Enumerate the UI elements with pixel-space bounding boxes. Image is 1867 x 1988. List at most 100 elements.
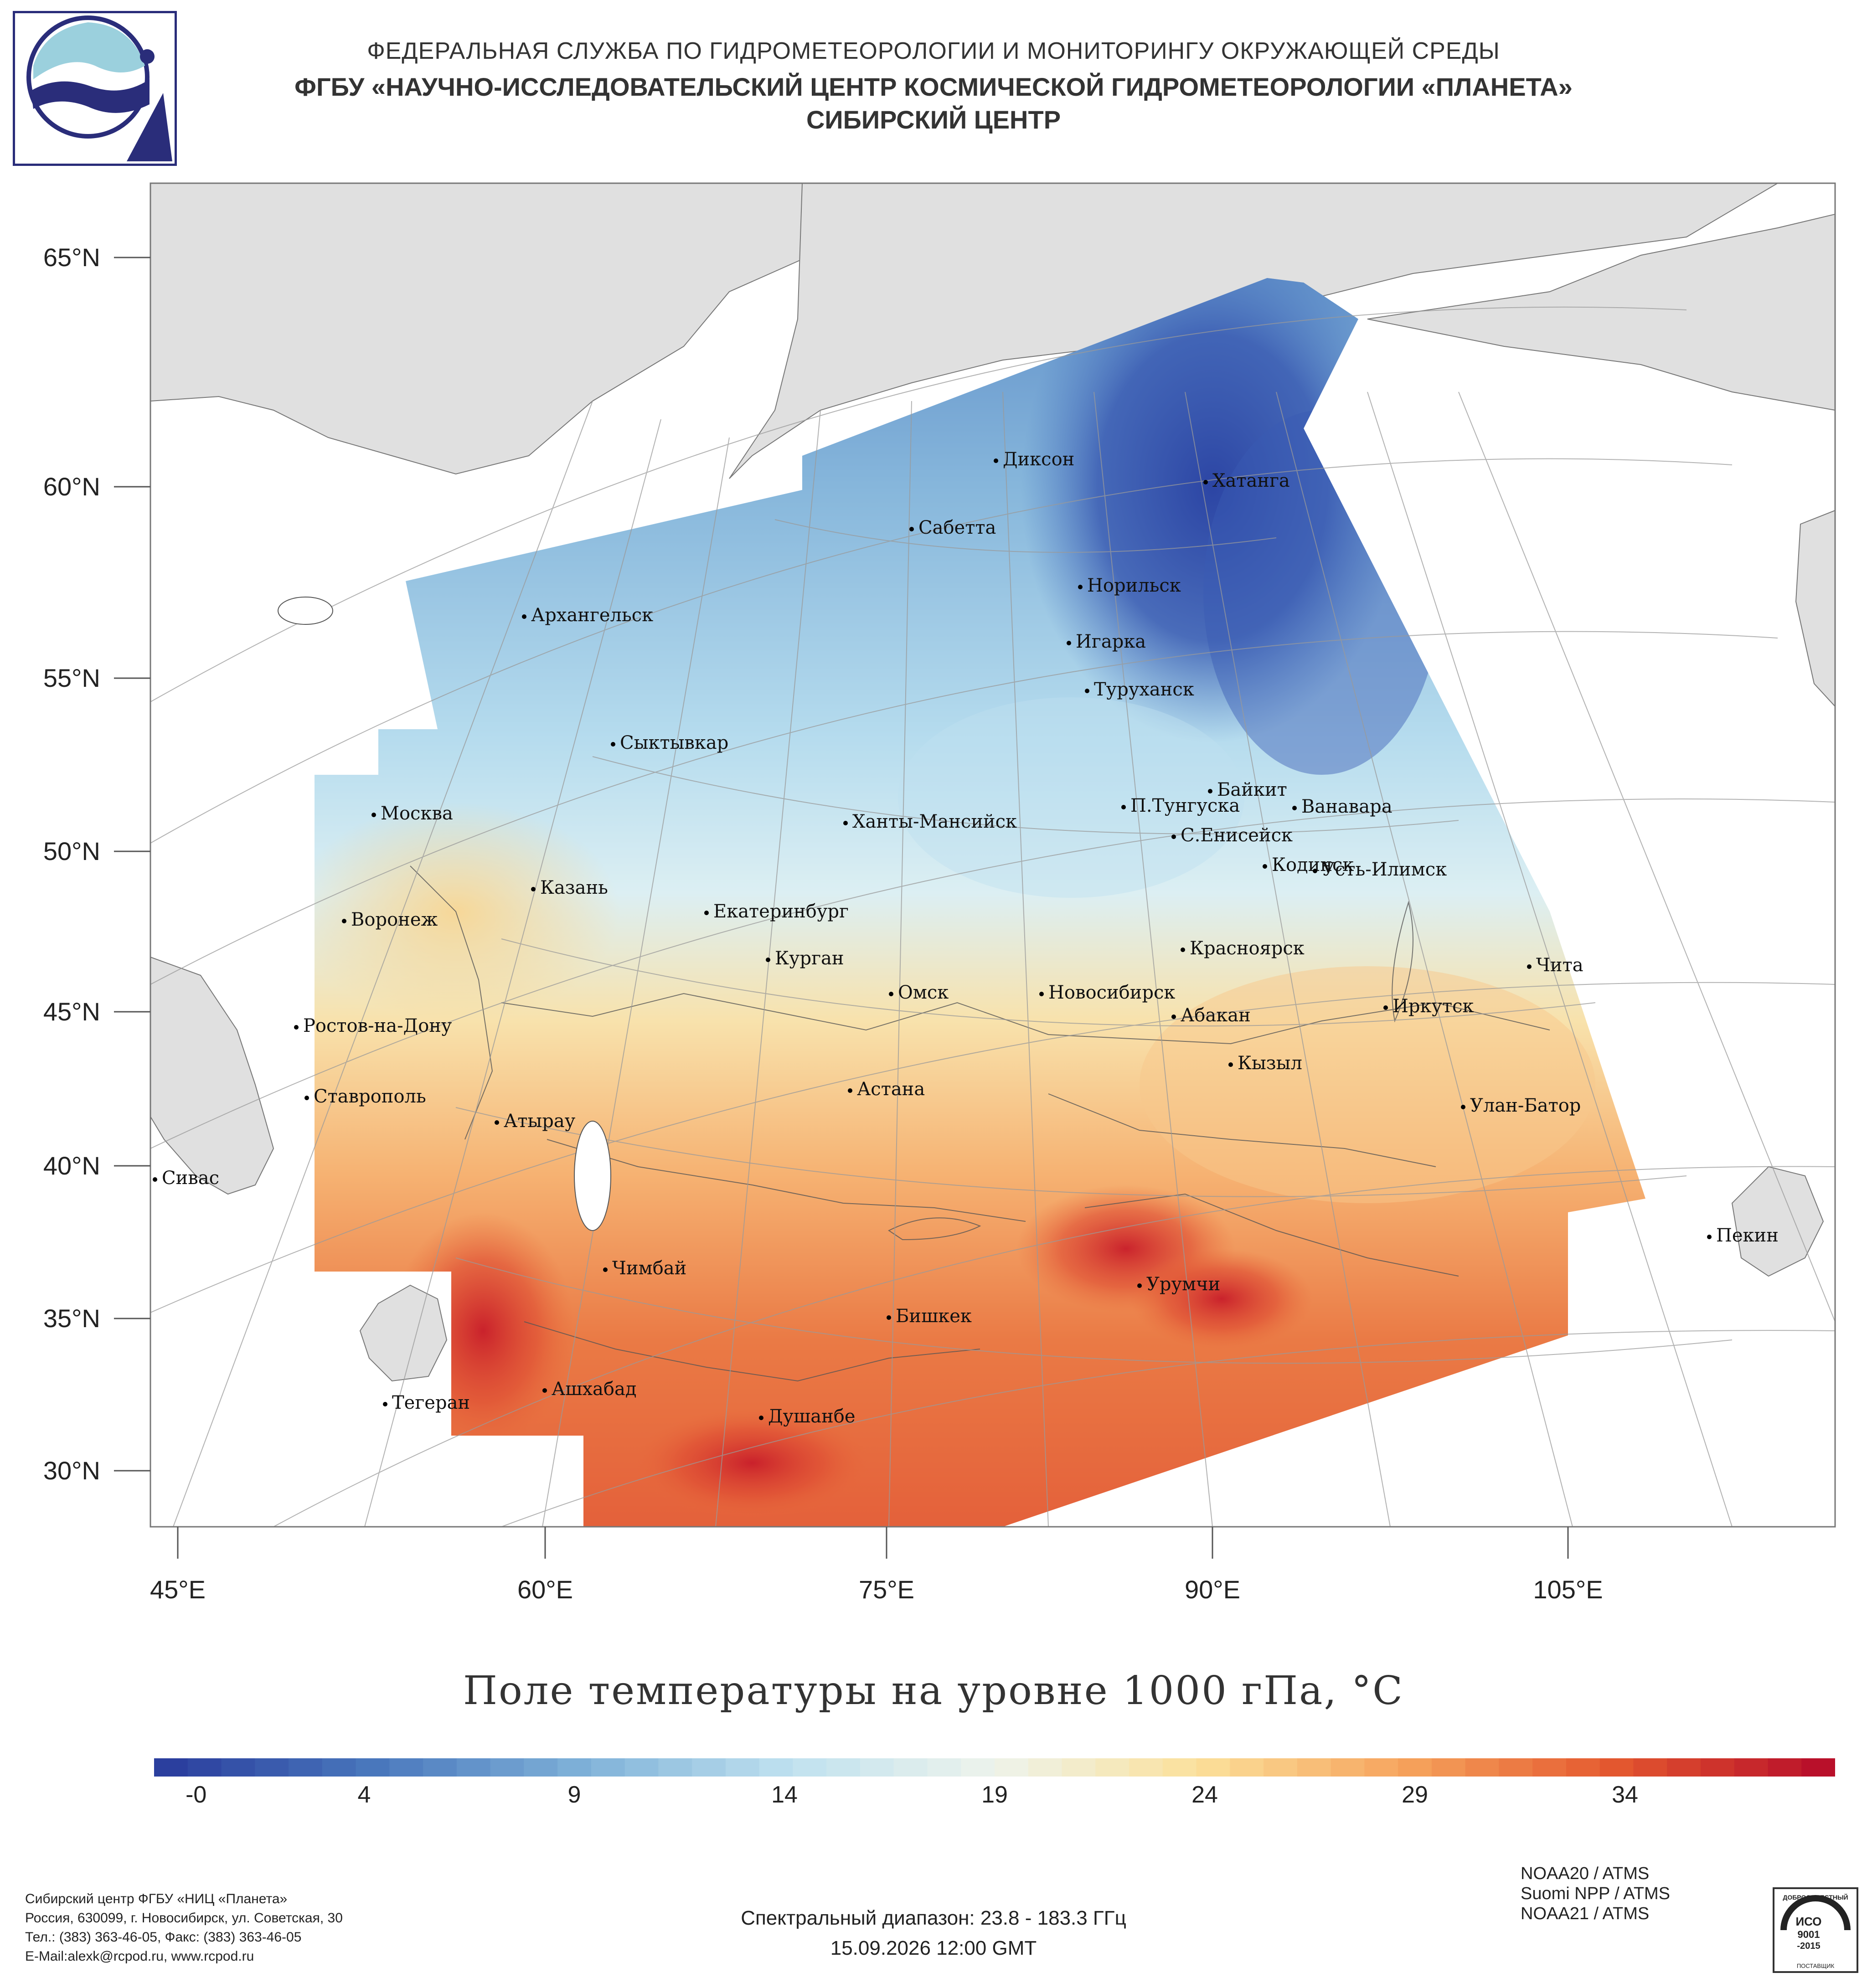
spectral-range: Спектральный диапазон: 23.8 - 183.3 ГГц <box>741 1907 1126 1929</box>
colorbar-swatch <box>1633 1758 1667 1777</box>
colorbar-swatch <box>221 1758 256 1777</box>
iso-badge-mid: ИСО <box>1795 1915 1821 1928</box>
city-label: Хатанга <box>1203 470 1290 491</box>
iso-badge-bottom: ПОСТАВЩИК <box>1797 1962 1835 1969</box>
city-label: Казань <box>531 877 608 898</box>
colorbar-tick-label: 4 <box>357 1782 371 1808</box>
city-label: Иркутск <box>1383 996 1474 1017</box>
city-label: Новосибирск <box>1039 982 1175 1003</box>
colorbar-swatch <box>1095 1758 1129 1777</box>
city-label: Москва <box>371 803 453 824</box>
colorbar-swatch <box>793 1758 827 1777</box>
colorbar-tick-label: 34 <box>1612 1782 1638 1808</box>
colorbar-swatch <box>961 1758 995 1777</box>
city-label: П.Тунгуска <box>1121 795 1240 816</box>
colorbar-swatch <box>255 1758 289 1777</box>
lat-label-65n: 65°N <box>43 243 100 272</box>
city-label: Усть-Илимск <box>1313 859 1447 880</box>
colorbar-swatch <box>759 1758 794 1777</box>
iso-badge-year: -2015 <box>1797 1941 1820 1951</box>
city-label: Кызыл <box>1228 1053 1302 1074</box>
city-label: С.Енисейск <box>1171 825 1293 846</box>
colorbar-swatch <box>1062 1758 1096 1777</box>
city-label: Ашхабад <box>542 1379 636 1400</box>
city-label: Астана <box>848 1079 925 1100</box>
colorbar-tick-label: 29 <box>1402 1782 1428 1808</box>
colorbar-swatch <box>624 1758 659 1777</box>
colorbar-swatch <box>1532 1758 1567 1777</box>
colorbar-tick-label: -0 <box>186 1782 207 1808</box>
timestamp: 15.09.2026 12:00 GMT <box>830 1937 1037 1959</box>
city-label: Диксон <box>994 449 1074 470</box>
colorbar-tick-label: 9 <box>567 1782 581 1808</box>
colorbar-swatch <box>995 1758 1029 1777</box>
city-label: Ростов-на-Дону <box>294 1015 452 1036</box>
colorbar-swatch <box>322 1758 356 1777</box>
city-label: Ханты-Мансийск <box>843 811 1017 832</box>
city-label: Ставрополь <box>304 1086 426 1107</box>
city-label: Воронеж <box>342 909 438 930</box>
lat-label-45n: 45°N <box>43 997 100 1026</box>
colorbar-swatch <box>1734 1758 1769 1777</box>
colorbar-swatch <box>423 1758 457 1777</box>
colorbar <box>154 1758 1835 1777</box>
iso-badge-top: ДОБРОСОВЕСТНЫЙ <box>1783 1893 1848 1901</box>
colorbar-swatch <box>524 1758 558 1777</box>
lat-label-60n: 60°N <box>43 472 100 501</box>
colorbar-swatch <box>1331 1758 1365 1777</box>
colorbar-swatch <box>725 1758 760 1777</box>
city-label: Пекин <box>1707 1225 1779 1246</box>
footer-email: E-Mail:alexk@rcpod.ru, www.rcpod.ru <box>25 1949 254 1964</box>
colorbar-swatch <box>1801 1758 1835 1777</box>
city-label: Чита <box>1527 955 1583 976</box>
colorbar-swatch <box>1230 1758 1264 1777</box>
lat-label-35n: 35°N <box>43 1304 100 1333</box>
city-label: Красноярск <box>1181 938 1305 959</box>
colorbar-swatch <box>658 1758 692 1777</box>
colorbar-swatch <box>1398 1758 1432 1777</box>
city-label: Архангельск <box>522 605 653 626</box>
lat-label-50n: 50°N <box>43 837 100 865</box>
city-label: Атырау <box>495 1111 575 1132</box>
colorbar-swatch <box>154 1758 188 1777</box>
colorbar-swatch <box>893 1758 928 1777</box>
city-label: Сивас <box>153 1168 219 1189</box>
colorbar-swatch <box>1768 1758 1802 1777</box>
colorbar-tick-label: 14 <box>771 1782 798 1808</box>
city-label: Улан-Батор <box>1461 1095 1581 1116</box>
lat-label-55n: 55°N <box>43 664 100 692</box>
city-label: Душанбе <box>759 1406 856 1427</box>
planeta-logo <box>13 11 177 166</box>
satellite-label: NOAA21 / ATMS <box>1521 1904 1650 1923</box>
city-label: Омск <box>889 982 949 1003</box>
colorbar-swatch <box>1028 1758 1062 1777</box>
city-label: Курган <box>766 948 844 969</box>
colorbar-tick-label: 19 <box>981 1782 1008 1808</box>
colorbar-swatch <box>826 1758 861 1777</box>
colorbar-swatch <box>389 1758 423 1777</box>
city-label: Туруханск <box>1085 679 1194 700</box>
footer-phone: Тел.: (383) 363-46-05, Факс: (383) 363-4… <box>25 1930 302 1945</box>
lon-label-45e: 45°E <box>150 1575 206 1604</box>
colorbar-swatch <box>187 1758 222 1777</box>
city-label: Бишкек <box>887 1306 972 1327</box>
colorbar-swatch <box>591 1758 625 1777</box>
city-label: Сыктывкар <box>611 732 728 753</box>
colorbar-swatch <box>692 1758 726 1777</box>
colorbar-swatch <box>356 1758 390 1777</box>
city-label: Байкит <box>1208 779 1287 800</box>
city-label: Тегеран <box>383 1392 470 1413</box>
colorbar-swatch <box>1264 1758 1298 1777</box>
city-label: Екатеринбург <box>704 901 849 922</box>
city-label: Чимбай <box>603 1258 686 1279</box>
colorbar-swatch <box>1667 1758 1701 1777</box>
satellite-label: NOAA20 / ATMS <box>1521 1864 1650 1883</box>
lon-label-75e: 75°E <box>858 1575 915 1604</box>
city-label: Ванавара <box>1292 796 1393 817</box>
center-title: СИБИРСКИЙ ЦЕНТР <box>806 105 1061 134</box>
colorbar-swatch <box>1431 1758 1466 1777</box>
colorbar-swatch <box>456 1758 491 1777</box>
lon-label-60e: 60°E <box>517 1575 573 1604</box>
colorbar-swatch <box>1499 1758 1533 1777</box>
